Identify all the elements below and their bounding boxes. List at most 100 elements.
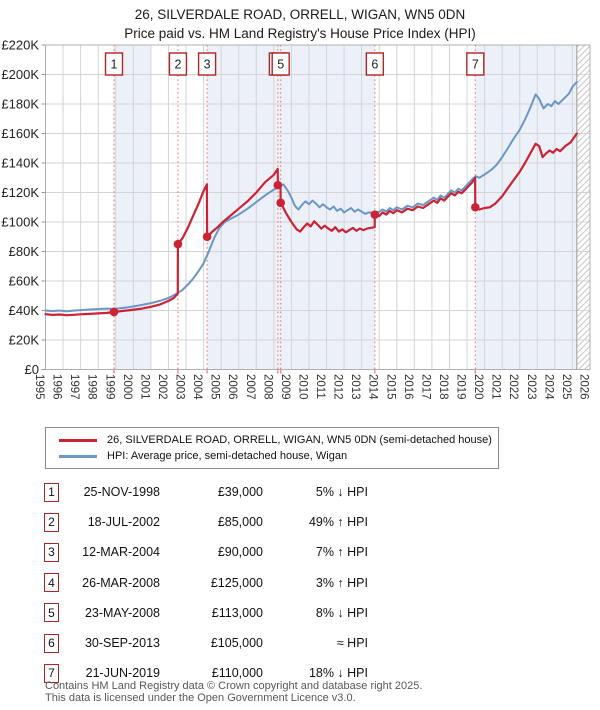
transaction-row: 5 23-MAY-2008 £113,000 8% ↓ HPI — [44, 598, 368, 628]
legend-row-price: 26, SILVERDALE ROAD, ORRELL, WIGAN, WN5 … — [46, 432, 498, 448]
y-axis-labels: £0 £20K £40K £60K £80K £100K £120K £140K £160K £1… — [1, 38, 46, 377]
transaction-number-badge: 3 — [44, 542, 59, 562]
transaction-number-badge: 4 — [44, 573, 59, 593]
chart-legend: 26, SILVERDALE ROAD, ORRELL, WIGAN, WN5 … — [45, 427, 499, 469]
transaction-date: 18-JUL-2002 — [87, 515, 160, 530]
svg-text:1998: 1998 — [86, 374, 98, 400]
transaction-number-badge: 1 — [44, 482, 59, 502]
svg-text:2023: 2023 — [525, 374, 537, 400]
event-axis-ticks — [113, 369, 476, 374]
transaction-hpi-comparison: 49% ↑ HPI — [308, 515, 368, 530]
event-number-boxes: 1234567 — [104, 52, 485, 76]
svg-text:2006: 2006 — [226, 374, 238, 400]
svg-text:2020: 2020 — [472, 374, 484, 400]
transaction-row: 1 25-NOV-1998 £39,000 5% ↓ HPI — [44, 477, 368, 507]
transaction-date: 21-JUN-2019 — [85, 666, 160, 681]
price-line-label: 26, SILVERDALE ROAD, ORRELL, WIGAN, WN5 … — [107, 434, 492, 446]
svg-text:2002: 2002 — [156, 374, 168, 400]
transaction-price: £125,000 — [210, 575, 263, 590]
transaction-price: £85,000 — [217, 515, 263, 530]
license-footer: Contains HM Land Registry data © Crown c… — [45, 680, 423, 704]
svg-text:£20K: £20K — [9, 333, 40, 348]
legend-row-hpi: HPI: Average price, semi-detached house,… — [46, 448, 498, 464]
svg-text:1996: 1996 — [51, 374, 63, 400]
transaction-number-badge: 2 — [44, 512, 59, 532]
svg-text:2015: 2015 — [384, 374, 396, 400]
transaction-date: 23-MAY-2008 — [84, 605, 160, 620]
transaction-date: 12-MAR-2004 — [82, 545, 160, 560]
svg-text:2010: 2010 — [296, 374, 308, 400]
svg-text:2001: 2001 — [138, 374, 150, 400]
transaction-row: 6 30-SEP-2013 £105,000 ≈ HPI — [44, 628, 368, 658]
svg-text:£200K: £200K — [1, 67, 39, 82]
chart-subtitle: Price paid vs. HM Land Registry's House … — [124, 26, 476, 41]
svg-text:2022: 2022 — [507, 374, 519, 400]
svg-text:2026: 2026 — [578, 374, 590, 400]
svg-text:£0: £0 — [25, 362, 39, 377]
transaction-date: 25-NOV-1998 — [83, 485, 160, 500]
transaction-hpi-comparison: 18% ↓ HPI — [308, 666, 368, 681]
price-chart: 1234567£0£20K£40K£60K£80K£100K£120K£140K… — [1, 38, 591, 400]
svg-text:2018: 2018 — [437, 374, 449, 400]
transaction-row: 7 21-JUN-2019 £110,000 18% ↓ HPI — [44, 658, 368, 688]
transaction-hpi-comparison: 7% ↑ HPI — [315, 545, 368, 560]
svg-text:£60K: £60K — [9, 274, 40, 289]
svg-text:£220K: £220K — [1, 38, 39, 53]
svg-text:2: 2 — [174, 58, 181, 72]
svg-text:2017: 2017 — [419, 374, 431, 400]
svg-text:6: 6 — [371, 58, 378, 72]
svg-text:£120K: £120K — [1, 185, 39, 200]
title-block: 26, SILVERDALE ROAD, ORRELL, WIGAN, WN5 … — [0, 5, 600, 43]
transaction-number-badge: 5 — [44, 603, 59, 623]
svg-text:1995: 1995 — [33, 374, 45, 400]
transaction-row: 2 18-JUL-2002 £85,000 49% ↑ HPI — [44, 507, 368, 537]
svg-text:2013: 2013 — [349, 374, 361, 400]
transaction-price: £90,000 — [217, 545, 263, 560]
svg-text:£80K: £80K — [9, 244, 40, 259]
transaction-hpi-comparison: 5% ↓ HPI — [315, 485, 368, 500]
svg-text:£40K: £40K — [9, 303, 40, 318]
svg-text:7: 7 — [472, 58, 479, 72]
svg-text:£180K: £180K — [1, 97, 39, 112]
transaction-date: 30-SEP-2013 — [84, 636, 160, 651]
transaction-number-badge: 7 — [44, 663, 59, 683]
svg-text:1999: 1999 — [103, 374, 115, 400]
transactions-table: 1 25-NOV-1998 £39,000 5% ↓ HPI 2 18-JUL-… — [44, 477, 368, 688]
transaction-hpi-comparison: 8% ↓ HPI — [315, 605, 368, 620]
svg-text:2019: 2019 — [455, 374, 467, 400]
svg-text:2024: 2024 — [542, 374, 554, 400]
svg-text:1: 1 — [111, 58, 118, 72]
transaction-price: £113,000 — [211, 605, 263, 620]
svg-text:2016: 2016 — [402, 374, 414, 400]
svg-text:2007: 2007 — [244, 374, 256, 400]
transaction-row: 4 26-MAR-2008 £125,000 3% ↑ HPI — [44, 568, 368, 598]
transaction-price: £110,000 — [211, 666, 263, 681]
hpi-line-swatch — [59, 454, 97, 458]
svg-text:1997: 1997 — [68, 374, 80, 400]
hpi-line-label: HPI: Average price, semi-detached house,… — [107, 450, 348, 462]
svg-text:2008: 2008 — [261, 374, 273, 400]
svg-text:2003: 2003 — [174, 374, 186, 400]
transaction-price: £105,000 — [210, 636, 263, 651]
svg-text:2000: 2000 — [121, 374, 133, 400]
transaction-row: 3 12-MAR-2004 £90,000 7% ↑ HPI — [44, 537, 368, 567]
svg-text:2021: 2021 — [490, 374, 502, 400]
footer-line-1: Contains HM Land Registry data © Crown c… — [45, 680, 423, 692]
price-line-swatch — [59, 438, 97, 442]
svg-text:2014: 2014 — [367, 374, 379, 400]
svg-text:2009: 2009 — [279, 374, 291, 400]
sale-point-markers — [109, 180, 480, 317]
future-hatch-region — [576, 45, 590, 370]
x-axis-labels: 1995 1996 1997 1998 1999 2000 2001 2002 2003 2004… — [33, 374, 590, 400]
transaction-hpi-comparison: ≈ HPI — [336, 636, 368, 651]
svg-text:£140K: £140K — [1, 156, 39, 171]
price-paid-line — [44, 132, 578, 317]
svg-text:2025: 2025 — [560, 374, 572, 400]
transaction-price: £39,000 — [217, 485, 263, 500]
svg-text:£100K: £100K — [1, 215, 39, 230]
chart-title: 26, SILVERDALE ROAD, ORRELL, WIGAN, WN5 … — [134, 7, 466, 22]
transaction-number-badge: 6 — [44, 633, 59, 653]
plot-border — [45, 44, 591, 370]
svg-text:£160K: £160K — [1, 126, 39, 141]
